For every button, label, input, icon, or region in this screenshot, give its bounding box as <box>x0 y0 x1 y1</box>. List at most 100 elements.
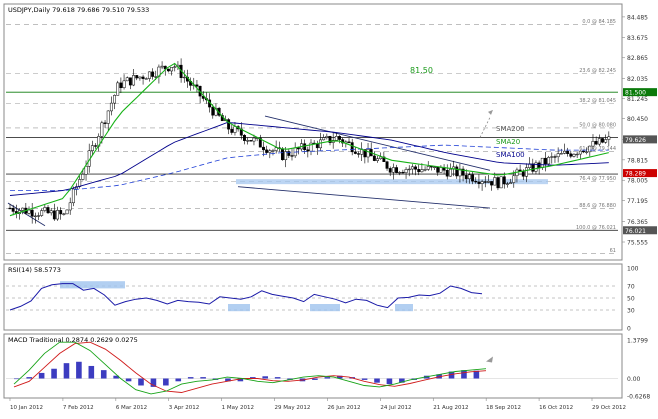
candle-body <box>404 169 408 173</box>
x-tick-label: 18 Sep 2012 <box>486 405 521 411</box>
candle-body <box>537 162 541 168</box>
candle-body <box>601 138 604 143</box>
x-tick-label: 21 Aug 2012 <box>433 405 468 411</box>
macd-histogram-bar <box>26 377 33 379</box>
candle-body <box>433 166 437 168</box>
candle-body <box>534 162 538 172</box>
candle-body <box>90 145 94 151</box>
macd-signal-line <box>13 341 487 393</box>
macd-histogram-bar <box>448 371 455 379</box>
candle-body <box>119 82 123 89</box>
support-zone <box>236 179 548 185</box>
candle-body <box>461 168 465 176</box>
macd-histogram-bar <box>312 378 318 380</box>
candle-body <box>407 168 411 171</box>
candle-body <box>249 140 253 142</box>
candle-body <box>322 137 326 141</box>
sma100-line <box>9 122 609 196</box>
price-tick-label: 81.245 <box>627 96 648 103</box>
x-tick-label: 16 Oct 2012 <box>539 405 573 411</box>
candle-body <box>575 153 579 156</box>
macd-histogram-bar <box>125 378 132 382</box>
fib-level-label: 61 <box>610 248 616 254</box>
price-tick-label: 82.865 <box>627 55 648 62</box>
macd-histogram-bar <box>138 378 144 386</box>
rsi-title: RSI(14) 58.5773 <box>8 266 61 274</box>
candle-body <box>100 122 104 137</box>
sma20-line <box>9 62 609 217</box>
macd-tick-label: 1.3799 <box>627 338 648 345</box>
macd-histogram-bar <box>250 377 256 379</box>
candle-body <box>173 66 177 68</box>
candle-body <box>325 136 329 138</box>
candle-body <box>455 166 459 177</box>
candle-body <box>8 207 12 210</box>
x-tick-label: 10 Jan 2012 <box>10 405 43 411</box>
macd-histogram-bar <box>88 365 95 379</box>
candle-body <box>417 169 421 173</box>
candle-body <box>328 136 332 143</box>
candle-body <box>597 138 601 145</box>
candle-body <box>274 147 278 151</box>
candle-body <box>566 150 570 154</box>
candle-body <box>21 207 25 211</box>
rsi-oversold-zone <box>228 304 250 312</box>
candle-body <box>553 156 557 158</box>
candle-body <box>395 167 398 173</box>
macd-tick-label: -0.6268 <box>627 394 650 401</box>
price-tick-label: 82.035 <box>627 76 648 83</box>
candle-body <box>531 163 535 172</box>
candle-body <box>502 176 506 185</box>
channel-lower-line <box>237 186 491 209</box>
candle-body <box>170 67 174 72</box>
candle-body <box>439 167 443 173</box>
candle-body <box>37 215 40 217</box>
candle-body <box>410 166 414 170</box>
candle-body <box>281 148 284 161</box>
candle-body <box>246 140 250 142</box>
candle-body <box>376 158 379 161</box>
candle-body <box>572 154 576 157</box>
candle-body <box>420 169 424 173</box>
fib-level-label: 61.8 @ 79.144 <box>579 146 616 152</box>
candle-body <box>509 182 513 184</box>
price-label-box <box>623 135 657 144</box>
macd-histogram-bar <box>473 370 480 379</box>
macd-histogram-bar <box>100 370 107 379</box>
price-panel <box>3 3 623 261</box>
candle-body <box>125 77 129 82</box>
rsi-tick-label: 30 <box>627 308 635 315</box>
macd-histogram-bar <box>399 378 405 383</box>
candle-body <box>353 151 357 154</box>
macd-histogram-bar <box>274 377 281 379</box>
rsi-oversold-zone <box>395 304 413 312</box>
fib-level-label: 0.0 @ 84.185 <box>582 19 616 25</box>
candle-body <box>287 151 291 156</box>
price-tick-label: 75.555 <box>627 240 648 247</box>
candle-body <box>109 102 113 112</box>
macd-arrow-head <box>486 356 493 363</box>
candle-body <box>138 76 142 79</box>
x-tick-label: 7 Feb 2012 <box>63 405 94 411</box>
macd-line <box>13 341 487 395</box>
macd-histogram-bar <box>63 363 70 379</box>
candle-body <box>366 149 370 158</box>
candle-body <box>363 149 367 158</box>
macd-histogram-bar <box>51 368 57 379</box>
candle-body <box>56 210 59 220</box>
candle-body <box>547 157 551 165</box>
fib-level-label: 38.2 @ 81.045 <box>579 98 616 104</box>
candle-body <box>94 145 97 147</box>
fib-level-label: 88.6 @ 76.880 <box>579 203 616 209</box>
candle-body <box>135 75 139 79</box>
candle-body <box>268 150 272 153</box>
candle-body <box>391 167 395 173</box>
sma200-line <box>10 144 609 191</box>
candle-body <box>303 143 307 150</box>
projection-arrow-head <box>488 109 493 115</box>
macd-histogram-bar <box>113 375 119 379</box>
candle-body <box>591 141 595 147</box>
candle-body <box>258 137 262 148</box>
fib-level-label: 23.6 @ 82.245 <box>579 68 616 74</box>
candle-body <box>563 150 566 154</box>
